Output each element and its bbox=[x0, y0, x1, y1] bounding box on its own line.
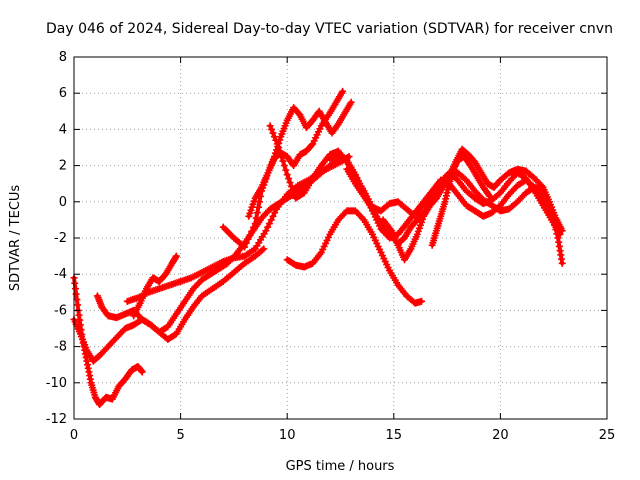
data-point-marker bbox=[278, 153, 286, 161]
data-point-marker bbox=[271, 149, 279, 157]
data-point-marker bbox=[252, 214, 260, 222]
axis-ticks: 0 5 10 15 20 25 -12 -10 -8 -6 -4 -2 0 2 4 6 8 bbox=[46, 50, 616, 443]
data-point-marker bbox=[242, 239, 250, 247]
plot-frame bbox=[73, 56, 608, 420]
data-point-marker bbox=[244, 235, 252, 243]
data-point-marker bbox=[271, 209, 279, 217]
y-tick-label: -6 bbox=[54, 303, 67, 318]
data-point-marker bbox=[308, 141, 316, 149]
data-series-group bbox=[70, 87, 566, 409]
data-point-marker bbox=[538, 182, 546, 190]
y-tick-label: 6 bbox=[59, 86, 67, 101]
data-point-marker bbox=[268, 125, 276, 133]
data-point-marker bbox=[241, 243, 249, 251]
data-point-marker bbox=[359, 214, 367, 222]
data-point-marker bbox=[270, 153, 278, 161]
data-point-marker bbox=[285, 175, 293, 183]
x-tick-label: 25 bbox=[599, 428, 616, 443]
y-tick-label: 0 bbox=[59, 195, 67, 210]
data-point-marker bbox=[289, 186, 297, 194]
data-point-marker bbox=[269, 212, 277, 220]
data-point-marker bbox=[266, 122, 274, 130]
data-point-marker bbox=[279, 157, 287, 165]
data-point-marker bbox=[248, 227, 256, 235]
y-tick-label: -12 bbox=[46, 412, 67, 427]
data-point-marker bbox=[286, 178, 294, 186]
data-point-marker bbox=[553, 230, 561, 238]
series-pass-7 bbox=[245, 98, 355, 220]
x-axis-label: GPS time / hours bbox=[286, 459, 395, 474]
x-tick-label: 10 bbox=[279, 428, 296, 443]
data-point-marker bbox=[558, 227, 566, 235]
grid bbox=[74, 57, 607, 419]
data-point-marker bbox=[267, 216, 275, 224]
data-point-marker bbox=[246, 231, 254, 239]
y-tick-label: -4 bbox=[54, 267, 67, 282]
data-point-marker bbox=[262, 227, 270, 235]
data-point-marker bbox=[282, 166, 290, 174]
data-point-marker bbox=[347, 98, 355, 106]
data-point-marker bbox=[552, 226, 560, 234]
data-point-marker bbox=[270, 133, 278, 141]
data-point-marker bbox=[172, 252, 180, 260]
data-point-marker bbox=[273, 140, 281, 148]
data-point-marker bbox=[251, 220, 259, 228]
y-tick-label: -2 bbox=[54, 231, 67, 246]
data-point-marker bbox=[272, 136, 280, 144]
data-point-marker bbox=[249, 223, 257, 231]
data-point-marker bbox=[254, 203, 262, 211]
y-tick-label: -10 bbox=[46, 376, 67, 391]
y-tick-label: 8 bbox=[59, 50, 67, 65]
series-pass-13 bbox=[428, 153, 494, 249]
data-point-marker bbox=[276, 148, 284, 156]
data-point-marker bbox=[264, 223, 272, 231]
data-point-marker bbox=[485, 191, 493, 199]
data-point-marker bbox=[283, 171, 291, 179]
data-point-marker bbox=[339, 87, 347, 95]
x-tick-label: 15 bbox=[386, 428, 403, 443]
data-point-marker bbox=[486, 192, 494, 200]
series-pass-9 bbox=[283, 207, 426, 307]
data-point-marker bbox=[253, 209, 261, 217]
data-point-marker bbox=[265, 220, 273, 228]
data-point-marker bbox=[345, 153, 353, 161]
y-tick-label: -8 bbox=[54, 340, 67, 355]
chart-title: Day 046 of 2024, Sidereal Day-to-day VTE… bbox=[46, 21, 613, 37]
data-point-marker bbox=[258, 246, 266, 254]
data-point-marker bbox=[269, 129, 277, 137]
series-pass-5 bbox=[130, 252, 180, 320]
y-tick-label: 4 bbox=[59, 122, 67, 137]
y-axis-label: SDTVAR / TECUs bbox=[8, 185, 23, 292]
y-tick-label: 2 bbox=[59, 159, 67, 174]
data-point-marker bbox=[418, 297, 426, 305]
data-point-marker bbox=[260, 245, 268, 253]
x-tick-label: 5 bbox=[176, 428, 184, 443]
data-point-marker bbox=[287, 182, 295, 190]
data-point-marker bbox=[558, 259, 566, 267]
data-point-marker bbox=[280, 162, 288, 170]
x-tick-label: 0 bbox=[70, 428, 78, 443]
x-tick-label: 20 bbox=[492, 428, 509, 443]
data-point-marker bbox=[275, 144, 283, 151]
data-point-marker bbox=[138, 368, 146, 376]
